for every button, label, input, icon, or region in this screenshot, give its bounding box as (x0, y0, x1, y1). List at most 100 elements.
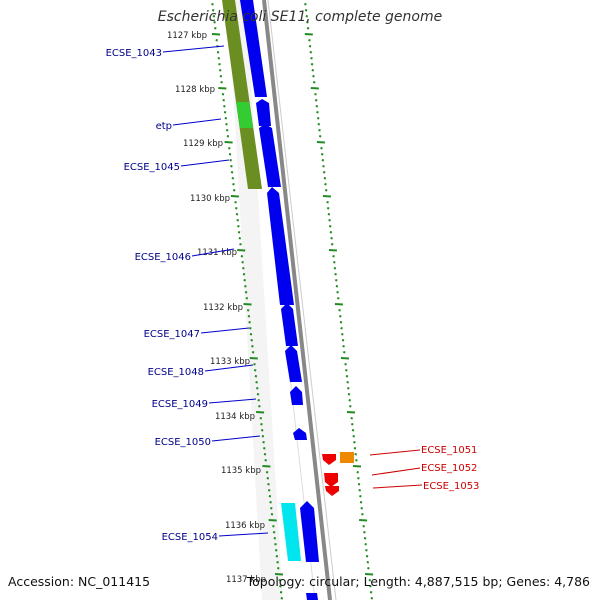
tick-mark (220, 81, 223, 84)
tick-mark (260, 423, 263, 426)
gene-label[interactable]: ECSE_1045 (124, 162, 180, 173)
tick-mark (244, 291, 248, 294)
gene-arrow[interactable] (281, 303, 298, 346)
gene-label[interactable]: ECSE_1046 (135, 252, 191, 263)
gene-label[interactable]: ECSE_1052 (421, 463, 477, 474)
gene-label[interactable]: ECSE_1047 (144, 329, 200, 340)
tick-mark (274, 543, 277, 546)
gene-label[interactable]: ECSE_1051 (421, 445, 477, 456)
tick-mark (279, 585, 282, 588)
tick-mark (365, 555, 369, 558)
tick-mark (242, 273, 246, 276)
tick-mark (249, 333, 253, 336)
gene-arrow[interactable] (293, 428, 307, 440)
tick-mark (304, 3, 307, 6)
tick-mark (333, 261, 336, 264)
tick-mark (212, 15, 216, 18)
tick-mark (275, 555, 279, 558)
gene-labels-right: ECSE_1051 ECSE_1052 ECSE_1053 (421, 445, 479, 492)
tick-mark (328, 219, 331, 222)
gene-label[interactable]: ECSE_1054 (162, 532, 218, 543)
tick-mark (247, 315, 251, 318)
tick-mark (338, 309, 341, 312)
tick-mark (241, 261, 244, 264)
tick-mark (211, 9, 215, 12)
tick-label: 1136 kbp (225, 521, 265, 531)
tick-mark (341, 339, 345, 342)
tick-label: 1132 kbp (203, 303, 243, 313)
tick-mark (260, 429, 264, 432)
tick-mark (267, 483, 270, 486)
gene-arrow[interactable] (290, 386, 303, 405)
tick-mark (224, 141, 233, 144)
tick-mark (253, 369, 257, 372)
tick-mark (216, 51, 220, 54)
tick-mark (357, 483, 361, 486)
tick-mark (228, 153, 232, 156)
gene-label[interactable]: ECSE_1050 (155, 437, 211, 448)
gene-arrow[interactable] (267, 187, 294, 305)
tick-mark (237, 249, 246, 252)
gene-label[interactable]: ECSE_1048 (148, 367, 204, 378)
tick-mark (309, 51, 313, 54)
tick-mark (330, 243, 334, 246)
gene-arrow-reverse[interactable] (325, 486, 339, 496)
tick-mark (355, 459, 358, 462)
tick-mark (329, 231, 333, 234)
tick-mark (277, 567, 280, 570)
tick-mark (324, 189, 328, 192)
tick-mark (258, 405, 261, 408)
gene-arrow[interactable] (306, 593, 318, 600)
tick-mark (263, 447, 266, 450)
tick-mark (229, 159, 232, 162)
gene-arrow-reverse[interactable] (322, 454, 336, 465)
tick-mark (330, 237, 333, 240)
gene-label[interactable]: ECSE_1049 (152, 399, 208, 410)
tick-mark (223, 111, 227, 114)
tick-mark (221, 93, 225, 96)
tick-mark (249, 327, 252, 330)
gene-arrow[interactable] (256, 99, 271, 126)
tick-mark (270, 507, 273, 510)
gene-arrow-reverse[interactable] (340, 452, 354, 463)
gene-arrow[interactable] (240, 0, 267, 97)
tick-mark (352, 435, 355, 438)
tick-mark (237, 231, 241, 234)
tick-mark (255, 381, 258, 384)
tick-mark (360, 507, 363, 510)
tick-mark (230, 195, 239, 198)
tick-mark (353, 447, 357, 450)
tick-mark (265, 471, 269, 474)
tick-label: 1130 kbp (190, 194, 230, 204)
tick-mark (264, 459, 267, 462)
tick-mark (314, 99, 318, 102)
tick-mark (218, 63, 221, 66)
gene-arrow[interactable] (285, 345, 302, 382)
tick-marks-right (304, 3, 374, 600)
tick-mark (312, 75, 315, 78)
shadow-band (228, 0, 283, 600)
tick-mark (262, 465, 271, 468)
gene-label[interactable]: ECSE_1043 (106, 48, 162, 59)
tick-mark (219, 75, 223, 78)
tick-mark (339, 321, 343, 324)
tick-mark (322, 171, 326, 174)
gene-arrow-reverse[interactable] (324, 473, 338, 487)
gene-arrow[interactable] (259, 124, 281, 187)
tick-mark (266, 477, 270, 480)
gene-label[interactable]: etp (156, 121, 172, 132)
tick-mark (235, 207, 238, 210)
tick-mark (347, 387, 350, 390)
tick-mark (254, 375, 258, 378)
tick-mark (267, 489, 271, 492)
gene-arrow[interactable] (300, 501, 319, 562)
tick-mark (217, 57, 221, 60)
tick-mark (256, 411, 265, 414)
gene-label[interactable]: ECSE_1053 (423, 481, 479, 492)
tick-mark (365, 549, 368, 552)
tick-mark (318, 135, 322, 138)
tick-mark (342, 345, 345, 348)
tick-mark (351, 423, 354, 426)
